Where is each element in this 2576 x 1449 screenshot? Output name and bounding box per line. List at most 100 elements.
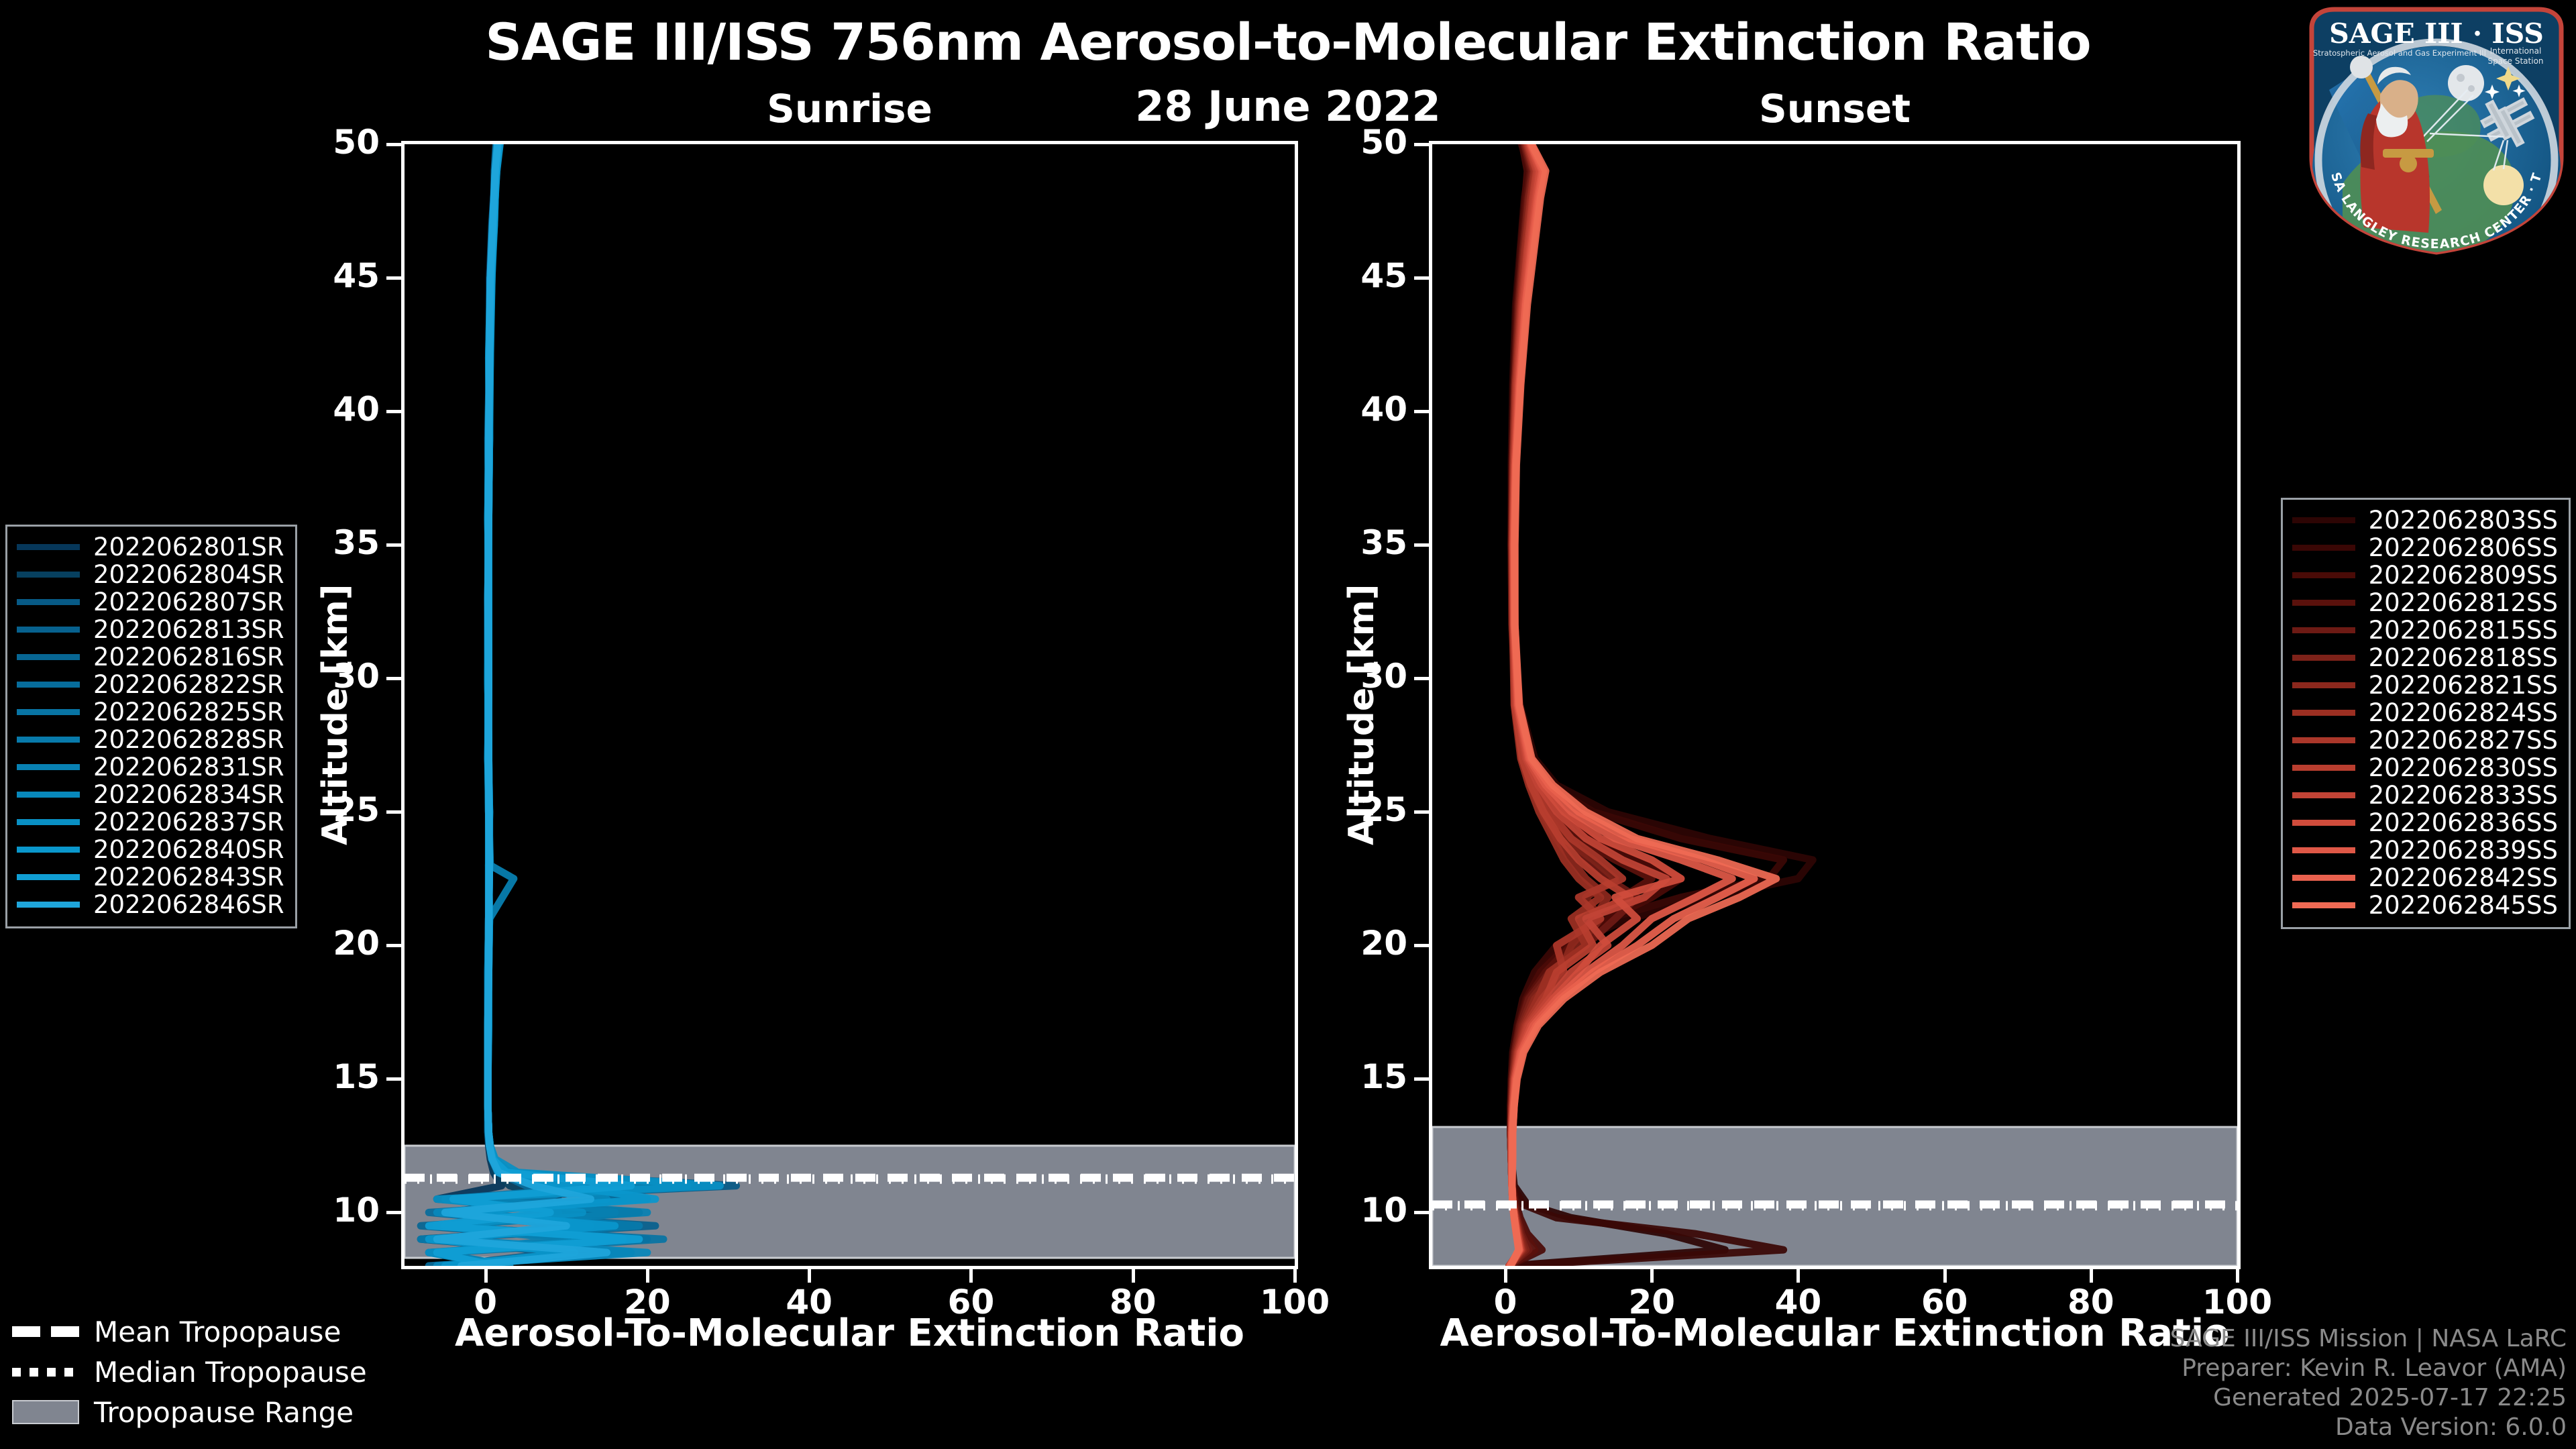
- profile-line: [425, 144, 651, 1266]
- x-tick-label: 80: [1109, 1283, 1157, 1322]
- legend-item[interactable]: 2022062815SS: [2292, 616, 2558, 645]
- legend-color-swatch: [2292, 572, 2355, 578]
- legend-item[interactable]: 2022062804SR: [17, 560, 284, 589]
- legend-item[interactable]: 2022062839SS: [2292, 836, 2558, 865]
- x-tick-mark: [484, 1269, 488, 1283]
- legend-color-swatch: [17, 737, 80, 743]
- y-tick-label: 10: [1360, 1191, 1407, 1230]
- legend-item[interactable]: 2022062818SS: [2292, 643, 2558, 672]
- legend-item[interactable]: 2022062812SS: [2292, 588, 2558, 617]
- legend-item[interactable]: 2022062837SR: [17, 808, 284, 837]
- legend-label-tropopause-range: Tropopause Range: [94, 1395, 354, 1429]
- x-tick-mark: [1131, 1269, 1135, 1283]
- legend-item[interactable]: 2022062836SS: [2292, 808, 2558, 837]
- legend-item-label: 2022062816SR: [93, 643, 284, 672]
- y-tick-mark: [386, 543, 401, 547]
- credits-block: SAGE III/ISS Mission | NASA LaRC Prepare…: [2170, 1324, 2567, 1442]
- y-tick-mark: [386, 143, 401, 146]
- legend-item-label: 2022062840SR: [93, 835, 284, 864]
- profile-line: [417, 144, 635, 1266]
- legend-item[interactable]: 2022062828SR: [17, 725, 284, 754]
- y-tick-label: 10: [333, 1191, 380, 1230]
- y-tick-mark: [386, 1077, 401, 1081]
- legend-item-label: 2022062827SS: [2368, 726, 2558, 755]
- y-tick-label: 40: [1360, 390, 1407, 429]
- y-tick-label: 25: [1360, 790, 1407, 830]
- legend-item[interactable]: 2022062809SS: [2292, 561, 2558, 590]
- y-tick-label: 25: [333, 790, 380, 830]
- legend-item[interactable]: 2022062840SR: [17, 835, 284, 864]
- sage-beard: [2376, 103, 2408, 138]
- legend-color-swatch: [2292, 902, 2355, 908]
- legend-color-swatch: [2292, 682, 2355, 688]
- x-tick-label: 20: [624, 1283, 671, 1322]
- patch-inner-ring: [2314, 38, 2559, 252]
- moon-crater-2: [2468, 85, 2475, 92]
- x-tick-mark: [1943, 1269, 1947, 1283]
- legend-item[interactable]: 2022062801SR: [17, 533, 284, 561]
- y-tick-label: 45: [333, 256, 380, 296]
- x-tick-label: 0: [1493, 1283, 1517, 1322]
- x-tick-label: 0: [474, 1283, 498, 1322]
- profile-line: [417, 144, 667, 1266]
- profile-line: [1505, 144, 1685, 1266]
- legend-item-label: 2022062828SR: [93, 725, 284, 754]
- y-tick-mark: [1414, 543, 1429, 547]
- sunset-legend[interactable]: 2022062803SS 2022062806SS 2022062809SS 2022…: [2280, 498, 2571, 929]
- legend-item[interactable]: 2022062843SR: [17, 863, 284, 892]
- legend-item-label: 2022062837SR: [93, 808, 284, 837]
- profile-line: [1505, 144, 1817, 1266]
- legend-color-swatch: [2292, 517, 2355, 523]
- profile-line: [1505, 144, 1670, 1266]
- legend-item-label: 2022062812SS: [2368, 588, 2558, 617]
- legend-item[interactable]: 2022062845SS: [2292, 891, 2558, 920]
- legend-item-label: 2022062839SS: [2368, 836, 2558, 865]
- legend-item[interactable]: 2022062813SR: [17, 615, 284, 644]
- legend-item[interactable]: 2022062842SS: [2292, 863, 2558, 892]
- y-tick-mark: [1414, 410, 1429, 414]
- y-tick-label: 20: [333, 924, 380, 963]
- legend-color-swatch: [17, 654, 80, 660]
- x-tick-mark: [969, 1269, 973, 1283]
- legend-item[interactable]: 2022062834SR: [17, 780, 284, 809]
- legend-item[interactable]: 2022062827SS: [2292, 726, 2558, 755]
- profile-line: [1506, 144, 1788, 1266]
- legend-item[interactable]: 2022062821SS: [2292, 671, 2558, 700]
- legend-item[interactable]: 2022062831SR: [17, 753, 284, 782]
- x-tick-mark: [1293, 1269, 1297, 1283]
- y-tick-mark: [386, 410, 401, 414]
- legend-item-label: 2022062834SR: [93, 780, 284, 809]
- legend-color-swatch: [17, 819, 80, 825]
- legend-item[interactable]: 2022062806SS: [2292, 533, 2558, 562]
- legend-item[interactable]: 2022062824SS: [2292, 698, 2558, 727]
- y-tick-label: 45: [1360, 256, 1407, 296]
- legend-color-swatch: [17, 572, 80, 578]
- profile-line: [425, 144, 643, 1266]
- legend-color-swatch: [2292, 792, 2355, 798]
- profile-line: [1507, 144, 1780, 1266]
- legend-item[interactable]: 2022062846SR: [17, 890, 284, 919]
- panel-label-sunrise: Sunrise: [767, 86, 932, 131]
- legend-item[interactable]: 2022062816SR: [17, 643, 284, 672]
- profile-line: [425, 144, 643, 1266]
- legend-item-label: 2022062818SS: [2368, 643, 2558, 672]
- patch-subtitle-right-2: Space Station: [2487, 56, 2543, 66]
- legend-item[interactable]: 2022062833SS: [2292, 781, 2558, 810]
- page-title: SAGE III/ISS 756nm Aerosol-to-Molecular …: [485, 12, 2091, 72]
- y-tick-mark: [386, 276, 401, 280]
- legend-item[interactable]: 2022062803SS: [2292, 506, 2558, 535]
- legend-item[interactable]: 2022062822SR: [17, 670, 284, 699]
- legend-item[interactable]: 2022062825SR: [17, 698, 284, 727]
- y-tick-mark: [1414, 677, 1429, 681]
- sunrise-legend[interactable]: 2022062801SR 2022062804SR 2022062807SR 2022…: [5, 525, 297, 928]
- legend-item[interactable]: 2022062807SR: [17, 588, 284, 616]
- profile-line: [1506, 144, 1656, 1266]
- legend-item-label: 2022062807SR: [93, 588, 284, 616]
- y-tick-mark: [1414, 944, 1429, 948]
- legend-color-swatch: [2292, 627, 2355, 633]
- legend-item[interactable]: 2022062830SS: [2292, 753, 2558, 782]
- y-tick-label: 30: [1360, 657, 1407, 696]
- y-tick-mark: [386, 1211, 401, 1215]
- sunrise-y-axis-label: Altitude [km]: [315, 584, 356, 845]
- x-tick-mark: [808, 1269, 812, 1283]
